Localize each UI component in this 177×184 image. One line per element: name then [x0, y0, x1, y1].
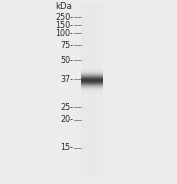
Text: 150-: 150-	[55, 21, 73, 30]
Text: 25-: 25-	[60, 103, 73, 112]
Text: 15-: 15-	[61, 143, 73, 152]
Text: 250-: 250-	[55, 13, 73, 22]
Text: kDa: kDa	[55, 2, 72, 11]
Text: 37-: 37-	[61, 75, 73, 84]
Text: 75-: 75-	[60, 41, 73, 49]
Text: 50-: 50-	[61, 56, 73, 65]
Text: 20-: 20-	[61, 116, 73, 124]
Text: 100-: 100-	[56, 29, 73, 38]
